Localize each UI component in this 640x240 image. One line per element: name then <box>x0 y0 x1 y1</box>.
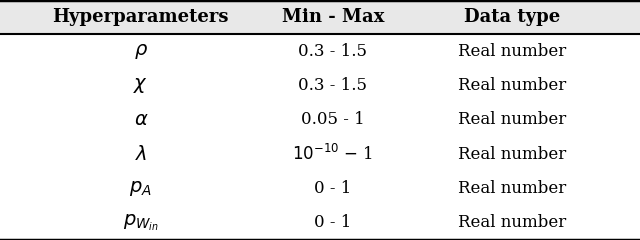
Text: Real number: Real number <box>458 180 566 197</box>
Bar <box>0 0 640 34</box>
Text: 0 - 1: 0 - 1 <box>314 180 351 197</box>
Text: Real number: Real number <box>458 43 566 60</box>
Text: $p_{W_{in}}$: $p_{W_{in}}$ <box>123 213 159 233</box>
Text: 0.3 - 1.5: 0.3 - 1.5 <box>298 43 367 60</box>
Text: $10^{-10}$ $-$ 1: $10^{-10}$ $-$ 1 <box>292 144 373 164</box>
Text: $\rho$: $\rho$ <box>134 42 148 61</box>
Text: 0 - 1: 0 - 1 <box>314 214 351 231</box>
Text: Real number: Real number <box>458 214 566 231</box>
Text: Min - Max: Min - Max <box>282 8 384 26</box>
Text: Hyperparameters: Hyperparameters <box>52 8 229 26</box>
Text: Data type: Data type <box>464 8 560 26</box>
Text: 0.3 - 1.5: 0.3 - 1.5 <box>298 77 367 94</box>
Text: $p_A$: $p_A$ <box>129 179 152 198</box>
Text: Real number: Real number <box>458 146 566 163</box>
Text: $\alpha$: $\alpha$ <box>134 111 148 129</box>
Text: $\chi$: $\chi$ <box>133 76 148 95</box>
Text: 0.05 - 1: 0.05 - 1 <box>301 112 365 128</box>
Text: $\lambda$: $\lambda$ <box>134 145 147 164</box>
Text: Real number: Real number <box>458 77 566 94</box>
Text: Real number: Real number <box>458 112 566 128</box>
